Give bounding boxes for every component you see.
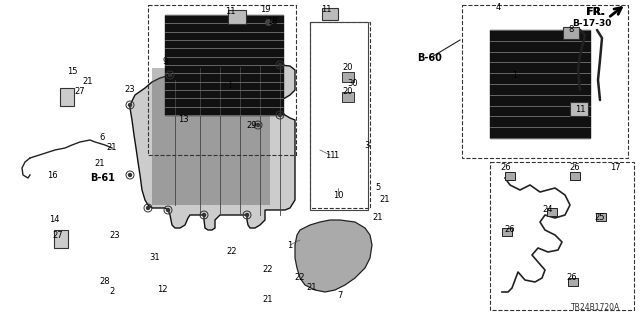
Text: 22: 22 [263,266,273,275]
Text: 26: 26 [505,226,515,235]
Bar [570,172,580,180]
Text: FR.: FR. [586,7,604,17]
Text: 26: 26 [500,164,511,172]
Circle shape [278,114,282,116]
Bar [596,213,606,221]
Circle shape [129,103,131,107]
Text: 2: 2 [109,287,115,297]
Bar [148,5,296,155]
Text: 24: 24 [543,205,553,214]
Text: 27: 27 [52,230,63,239]
Text: 22: 22 [295,274,305,283]
Bar [310,22,370,208]
Bar [563,27,579,39]
Circle shape [129,173,131,177]
Text: 21: 21 [83,77,93,86]
Text: 9: 9 [163,58,168,67]
Text: B-60: B-60 [417,53,442,63]
Bar [310,22,368,210]
Text: 22: 22 [227,247,237,257]
Bar [570,102,588,116]
Polygon shape [152,68,270,205]
Text: 19: 19 [260,5,270,14]
Bar [568,278,578,286]
Text: 7: 7 [337,291,342,300]
Text: 18: 18 [267,18,277,27]
Bar [342,92,354,102]
Text: 1: 1 [287,241,292,250]
Text: 30: 30 [348,78,358,87]
Text: TR24B1720A: TR24B1720A [571,303,620,312]
Text: 25: 25 [595,213,605,222]
Text: 1: 1 [513,70,518,79]
Text: 26: 26 [566,274,577,283]
Text: 4: 4 [495,4,500,12]
Text: 11: 11 [321,5,332,14]
Text: 1: 1 [333,150,339,159]
Bar [547,208,557,216]
Text: 12: 12 [157,285,167,294]
Text: 11: 11 [324,150,335,159]
Text: 14: 14 [49,215,60,225]
Text: 21: 21 [263,295,273,305]
Text: 11: 11 [575,106,585,115]
Text: 10: 10 [333,190,343,199]
Bar [165,15,283,115]
Text: B-17-30: B-17-30 [572,20,612,28]
Circle shape [168,74,172,76]
Circle shape [246,213,248,217]
Text: 31: 31 [150,253,160,262]
Text: 13: 13 [178,116,188,124]
Text: 16: 16 [47,171,58,180]
Text: 3: 3 [364,140,370,149]
Bar [462,5,628,158]
Bar [490,162,634,310]
Text: 11: 11 [225,7,236,17]
Text: 21: 21 [95,159,105,169]
Text: 23: 23 [109,230,120,239]
Text: 1: 1 [227,81,232,90]
Circle shape [278,63,282,67]
Text: 23: 23 [125,85,135,94]
Text: 20: 20 [343,87,353,97]
Bar [342,72,354,82]
Text: 28: 28 [100,277,110,286]
Bar [54,230,68,248]
Bar [228,10,246,24]
Circle shape [257,124,259,126]
Text: 17: 17 [610,164,620,172]
Bar [322,8,338,20]
Text: B-61: B-61 [91,173,115,183]
Bar [60,88,74,106]
Circle shape [202,213,205,217]
Circle shape [166,209,170,212]
Bar [490,30,590,138]
Bar [505,172,515,180]
Text: 6: 6 [99,133,105,142]
Text: 5: 5 [376,183,381,193]
Text: 26: 26 [570,164,580,172]
Text: 8: 8 [568,26,573,35]
Polygon shape [295,220,372,292]
Text: 29: 29 [247,121,257,130]
Text: 21: 21 [372,213,383,222]
Text: 27: 27 [75,87,85,97]
Text: 15: 15 [67,68,77,76]
Circle shape [147,206,150,210]
Bar [502,228,512,236]
Text: 21: 21 [107,143,117,153]
Text: 20: 20 [343,63,353,73]
Polygon shape [130,65,295,230]
Text: 21: 21 [307,284,317,292]
Text: FR.: FR. [586,7,605,17]
Text: 21: 21 [380,196,390,204]
